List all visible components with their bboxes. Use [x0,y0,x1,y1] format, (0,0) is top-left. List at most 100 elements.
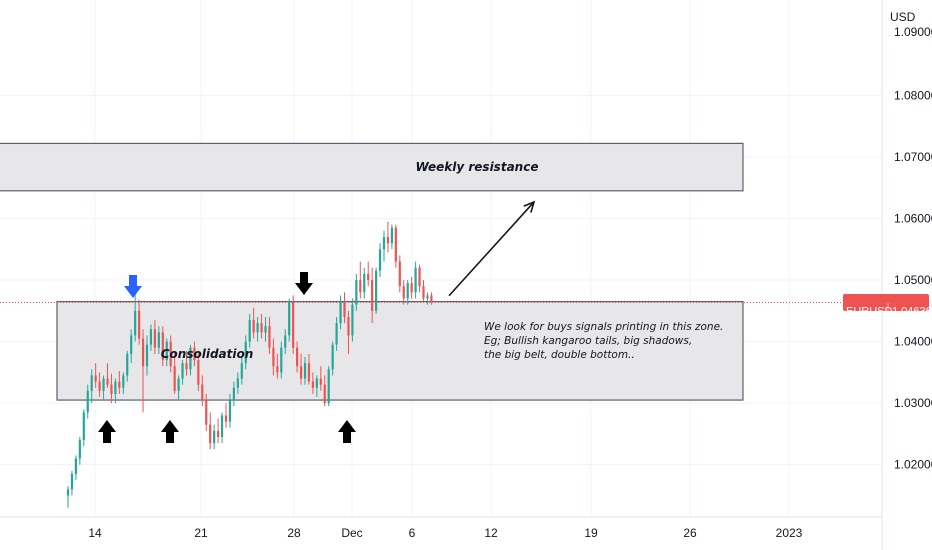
candle-body [220,415,224,437]
candle-body [363,273,366,293]
candle-body [240,363,243,379]
price-tick-label: 1.07000 [894,150,932,164]
annotation-line-2: Eg; Bullish kangaroo tails, big shadows, [484,335,692,347]
candle-body [288,301,291,336]
weekly-resistance-box[interactable] [0,142,744,192]
candle-body [284,335,287,348]
price-tick-label: 1.04000 [894,335,932,349]
candle-body [153,329,156,348]
candle-body [122,375,125,388]
candle-body [343,301,346,317]
time-tick-label: 14 [88,526,102,540]
candle-body [335,323,338,345]
black-arrow-up-icon [98,420,116,443]
candle-body [114,381,117,394]
candle-body [193,347,196,361]
last-price-value: 1.04636 [892,306,932,318]
black-arrow-up-icon [161,420,179,443]
time-tick-label: 19 [584,526,598,540]
candle-body [367,273,370,281]
time-tick-label: Dec [341,526,362,540]
candle-body [185,363,188,370]
candle-body [339,301,342,324]
time-ticks: 14 21 28 Dec 6 12 19 26 2023 [88,526,802,540]
price-tick-label: 1.05000 [894,273,932,287]
candle-body [74,458,77,474]
candle-body [351,304,354,336]
candle-body [371,280,374,311]
projection-arrow-head [523,200,536,213]
consolidation-label: Consolidation [161,347,254,361]
candle-body [319,378,322,385]
candle-body [165,341,168,361]
candle-body [169,341,172,367]
candle-body [213,430,216,444]
candle-body [201,384,204,401]
annotation-note: We look for buys signals printing in thi… [484,321,723,361]
candle-body [248,320,251,342]
annotation-line-3: the big belt, double bottom.. [484,349,635,361]
symbol-badge: EURUSD [846,306,893,318]
candle-body [197,360,200,385]
time-tick-label: 21 [194,526,208,540]
candle-body [161,332,164,361]
candle-body [126,353,129,376]
candle-body [406,283,409,299]
candle-body [244,341,247,364]
candle-body [118,381,121,388]
candle-body [110,384,113,394]
candle-body [311,381,314,388]
weekly-resistance-zone[interactable]: Weekly resistance [0,142,744,192]
candle-body [307,363,311,382]
candle-body [177,378,180,391]
candle-body [224,415,228,422]
candle-body [205,400,208,425]
candle-body [355,280,358,305]
price-tick-partial: 1.09000 [894,25,932,39]
candle-body [173,366,176,391]
price-ticks: 1.08000 1.07000 1.06000 1.05000 1.04000 1.030… [894,88,932,471]
time-axis[interactable]: 14 21 28 Dec 6 12 19 26 2023 [0,516,882,540]
candle-body [264,326,267,333]
projection-line [448,201,535,297]
candle-body [280,347,283,373]
candle-body [296,347,299,367]
candle-body [106,378,109,385]
candle-body [359,280,362,293]
candle-body [86,390,89,413]
last-price-badge-bg [843,293,929,311]
candle-body [418,267,421,287]
price-axis[interactable]: USD 1.09000 1.08000 1.07000 1.06000 1.05000… [843,0,932,550]
black-arrow-up-icon [338,420,356,443]
candle-body [145,344,149,367]
time-tick-label: 2023 [776,526,803,540]
projection-arrow[interactable] [448,200,536,297]
candle-body [134,310,137,336]
candle-body [181,363,184,379]
candle-body [141,338,145,367]
candle-body [98,381,101,391]
candle-body [268,326,271,348]
candle-body [78,440,81,459]
time-tick-label: 26 [683,526,697,540]
candle-body [378,249,382,271]
last-price-badge[interactable]: EURUSD 1.04636 [843,293,932,318]
candle-body [236,378,239,388]
candle-body [217,430,220,437]
time-tick-label: 12 [484,526,498,540]
candle-body [252,320,255,333]
price-tick-label: 1.08000 [894,88,932,102]
candle-body [138,310,141,339]
candles-group [66,221,433,508]
candle-body [82,412,85,441]
candle-body [422,286,425,299]
candle-body [260,323,263,333]
candle-body [102,378,105,391]
candle-body [398,261,401,287]
price-tick-label: 1.02000 [894,458,932,472]
candle-body [130,335,133,354]
candle-body [303,363,307,379]
candle-body [386,236,390,244]
